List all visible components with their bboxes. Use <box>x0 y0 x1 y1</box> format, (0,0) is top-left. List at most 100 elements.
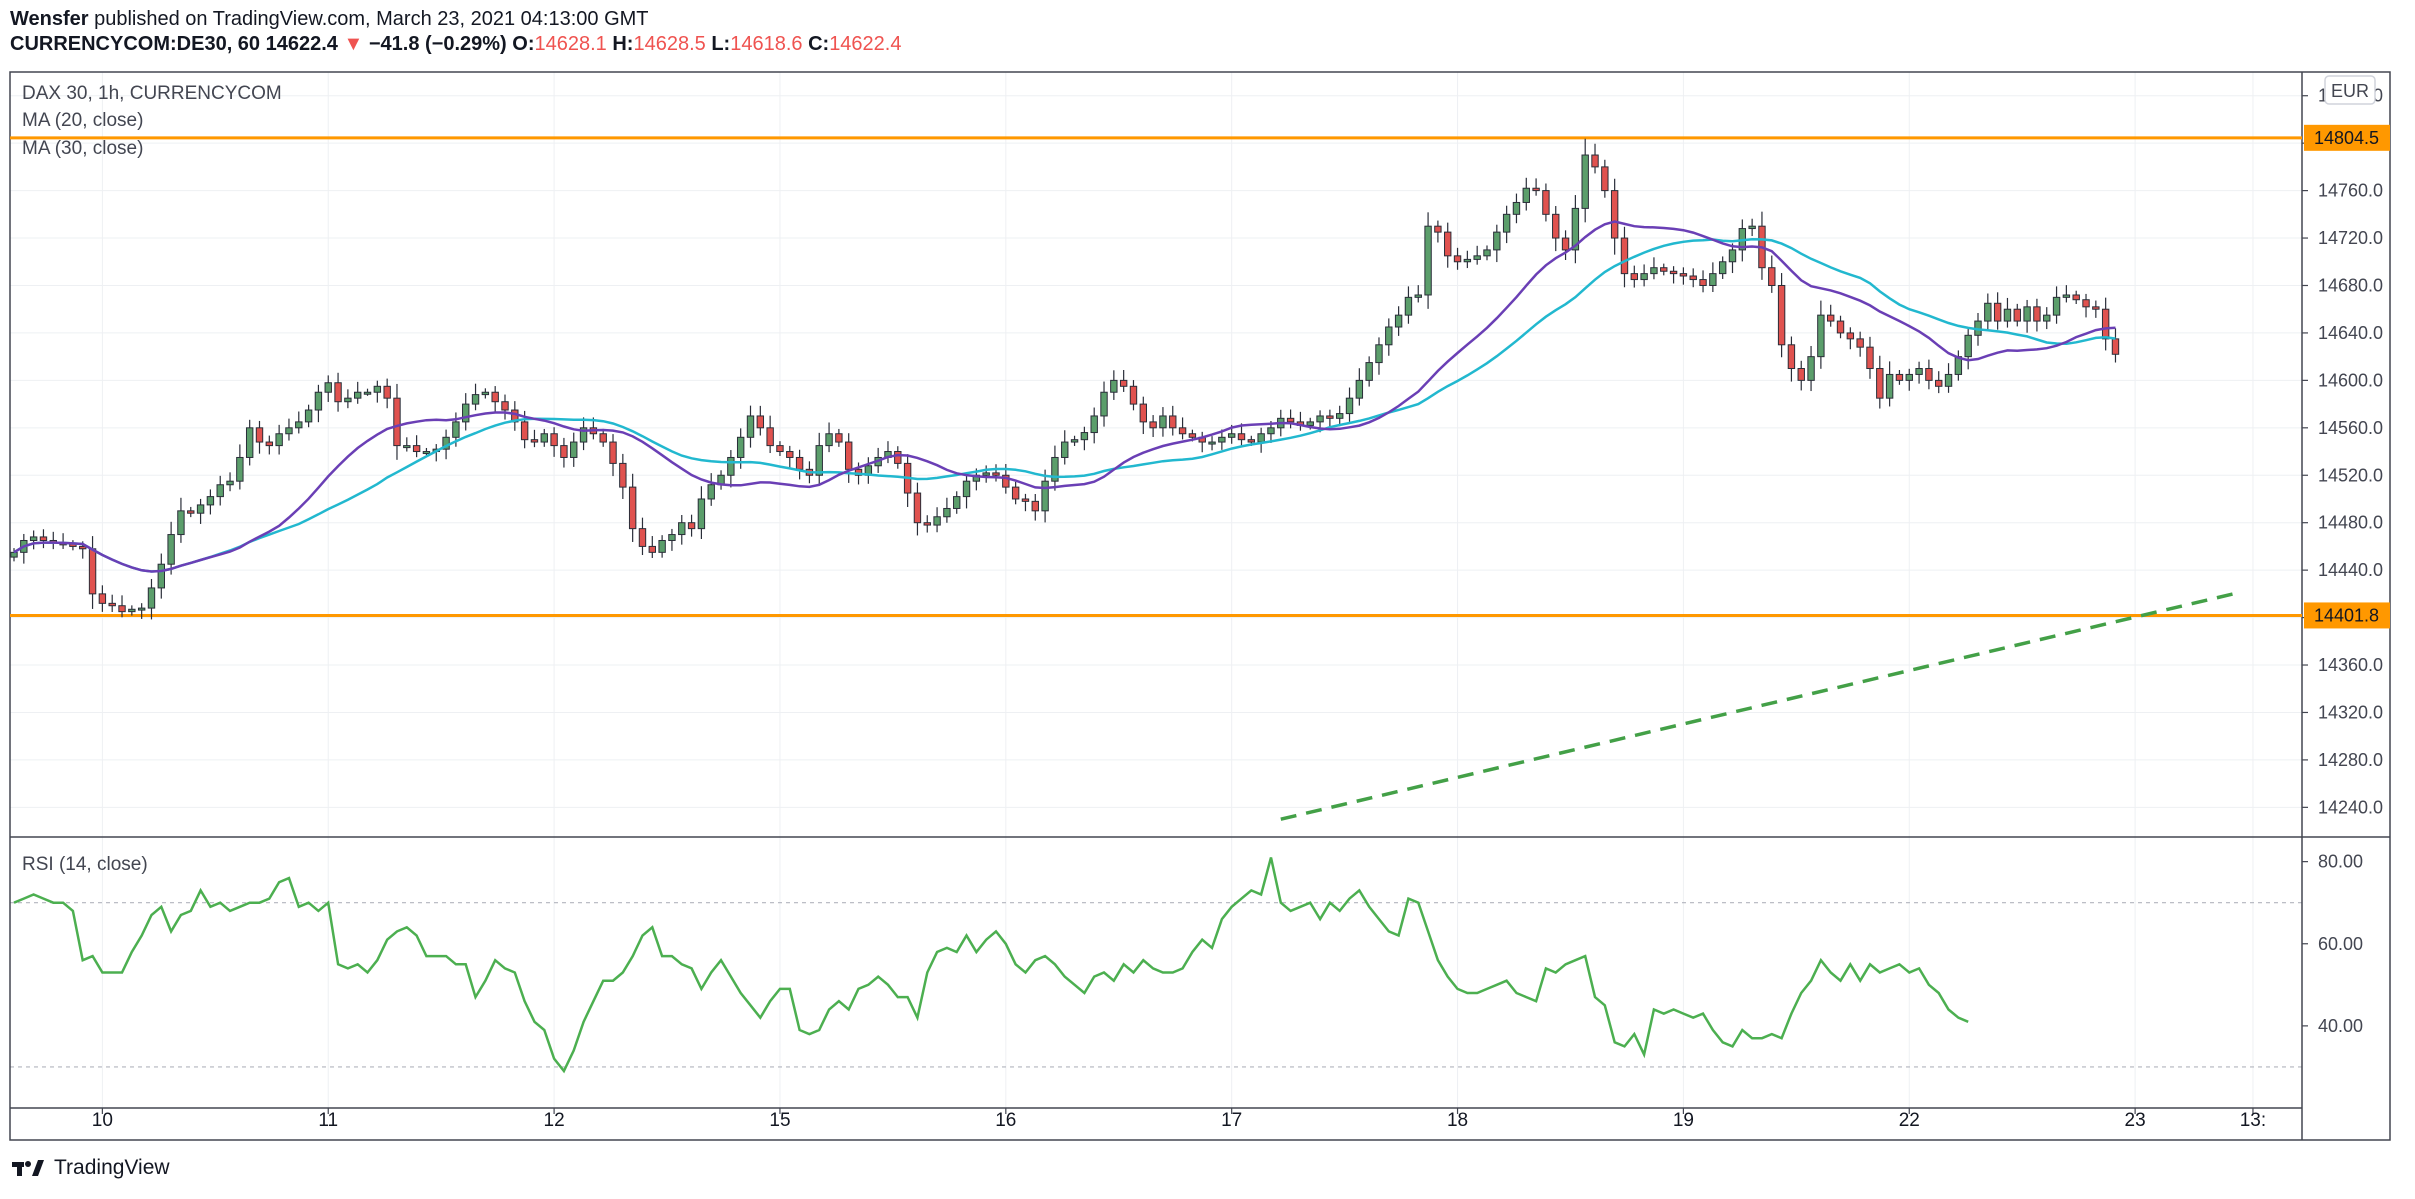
candle-body <box>1463 258 1472 263</box>
ma20-line[interactable] <box>13 220 2116 573</box>
candle-body <box>943 507 951 518</box>
candle-body <box>953 496 961 509</box>
time-tick-label: 16 <box>995 1110 1016 1131</box>
time-tick-label: 13: <box>2240 1110 2266 1131</box>
candle-body <box>913 492 922 524</box>
candle-body <box>1110 379 1118 393</box>
candle-body <box>1876 368 1884 399</box>
publisher-name[interactable]: Wensfer <box>10 8 89 30</box>
candle-body <box>2003 308 2012 322</box>
time-tick-label: 11 <box>318 1110 338 1131</box>
candle-body <box>1581 154 1589 209</box>
candle-body <box>933 516 941 526</box>
close-label: C: <box>808 33 830 55</box>
candle-body <box>2023 306 2031 322</box>
candle-body <box>1679 273 1688 277</box>
candle-body <box>1856 338 1864 348</box>
candle-body <box>854 468 863 476</box>
candle-body <box>599 433 607 443</box>
candle-body <box>1827 314 1835 322</box>
candle-body <box>1453 255 1462 263</box>
candle-body <box>1748 225 1756 230</box>
candle-body <box>334 382 342 403</box>
candle-body <box>1385 326 1393 346</box>
candle-body <box>236 456 244 482</box>
price-tick-label: 14520.0 <box>2318 465 2383 485</box>
candle-body <box>462 403 470 423</box>
candles-layer <box>10 138 2120 620</box>
candle-body <box>1552 213 1560 239</box>
candle-body <box>825 433 833 447</box>
time-tick-label: 17 <box>1221 1110 1242 1131</box>
candle-body <box>1993 302 2002 322</box>
legend-rsi[interactable]: RSI (14, close) <box>22 854 148 875</box>
time-tick-label: 15 <box>769 1110 790 1131</box>
price-change: −41.8 (−0.29%) <box>368 33 507 55</box>
candle-body <box>550 433 558 447</box>
candle-body <box>137 607 146 611</box>
candle-body <box>1846 332 1855 340</box>
candle-body <box>1355 379 1364 399</box>
rsi-axis-ticks[interactable]: 40.00 60.00 80.00 <box>2302 852 2363 1036</box>
time-tick-label: 23 <box>2125 1110 2146 1131</box>
time-axis-ticks[interactable]: 10 11 12 15 16 17 18 19 22 23 13: <box>92 1108 2266 1131</box>
candle-body <box>727 456 735 476</box>
candle-body <box>1502 213 1511 233</box>
candle-body <box>1394 314 1403 328</box>
trendline-layer <box>1280 592 2234 821</box>
brand-label: TradingView <box>54 1156 170 1179</box>
candle-body <box>10 551 18 558</box>
candle-body <box>1817 314 1825 358</box>
candle-body <box>177 510 185 536</box>
candle-body <box>314 391 323 411</box>
candle-body <box>1139 403 1147 423</box>
candle-body <box>678 522 686 536</box>
ma30-line[interactable] <box>13 237 2116 573</box>
candle-body <box>982 472 990 476</box>
time-tick-label: 22 <box>1899 1110 1920 1131</box>
candle-body <box>795 456 804 470</box>
candle-body <box>255 427 264 443</box>
candle-body <box>1345 397 1354 415</box>
tradingview-brand[interactable]: TradingView <box>12 1156 170 1180</box>
legend-title[interactable]: DAX 30, 1h, CURRENCYCOM <box>22 83 282 104</box>
candle-body <box>2072 294 2080 301</box>
candle-body <box>992 472 1000 476</box>
candle-body <box>835 433 843 443</box>
candle-body <box>1610 190 1619 239</box>
open-label: O: <box>512 33 535 55</box>
legend-ma30[interactable]: MA (30, close) <box>22 138 143 159</box>
candle-body <box>226 480 234 486</box>
candle-body <box>1984 302 1992 322</box>
candle-body <box>1090 415 1098 434</box>
candle-body <box>1512 201 1521 215</box>
price-tick-label: 14720.0 <box>2318 228 2383 248</box>
low-value: 14618.6 <box>730 33 803 55</box>
candle-body <box>295 421 303 429</box>
candle-body <box>1935 379 1943 387</box>
trendline <box>1280 592 2234 821</box>
high-value: 14628.5 <box>633 33 706 55</box>
candle-body <box>923 522 931 526</box>
horizontal-levels <box>10 136 2302 617</box>
candle-body <box>1257 433 1265 443</box>
candle-body <box>324 382 332 393</box>
candle-body <box>1964 334 1972 358</box>
candle-body <box>1326 415 1334 419</box>
candle-body <box>118 605 126 613</box>
candle-body <box>1807 356 1815 381</box>
candle-body <box>393 397 401 447</box>
candle-body <box>1640 273 1648 281</box>
level-tag-label: 14804.5 <box>2314 128 2379 148</box>
candle-body <box>1797 368 1805 381</box>
rsi-line[interactable] <box>13 857 1969 1074</box>
candle-body <box>962 480 971 498</box>
legend-ma20[interactable]: MA (20, close) <box>22 110 143 131</box>
price-axis-ticks[interactable]: 14240.014280.014320.014360.014400.014440… <box>2302 86 2383 818</box>
candle-body <box>1061 441 1069 458</box>
candle-body <box>1100 391 1108 417</box>
candle-body <box>1434 225 1442 233</box>
currency-badge[interactable] <box>2324 75 2376 105</box>
candle-body <box>1011 486 1020 500</box>
